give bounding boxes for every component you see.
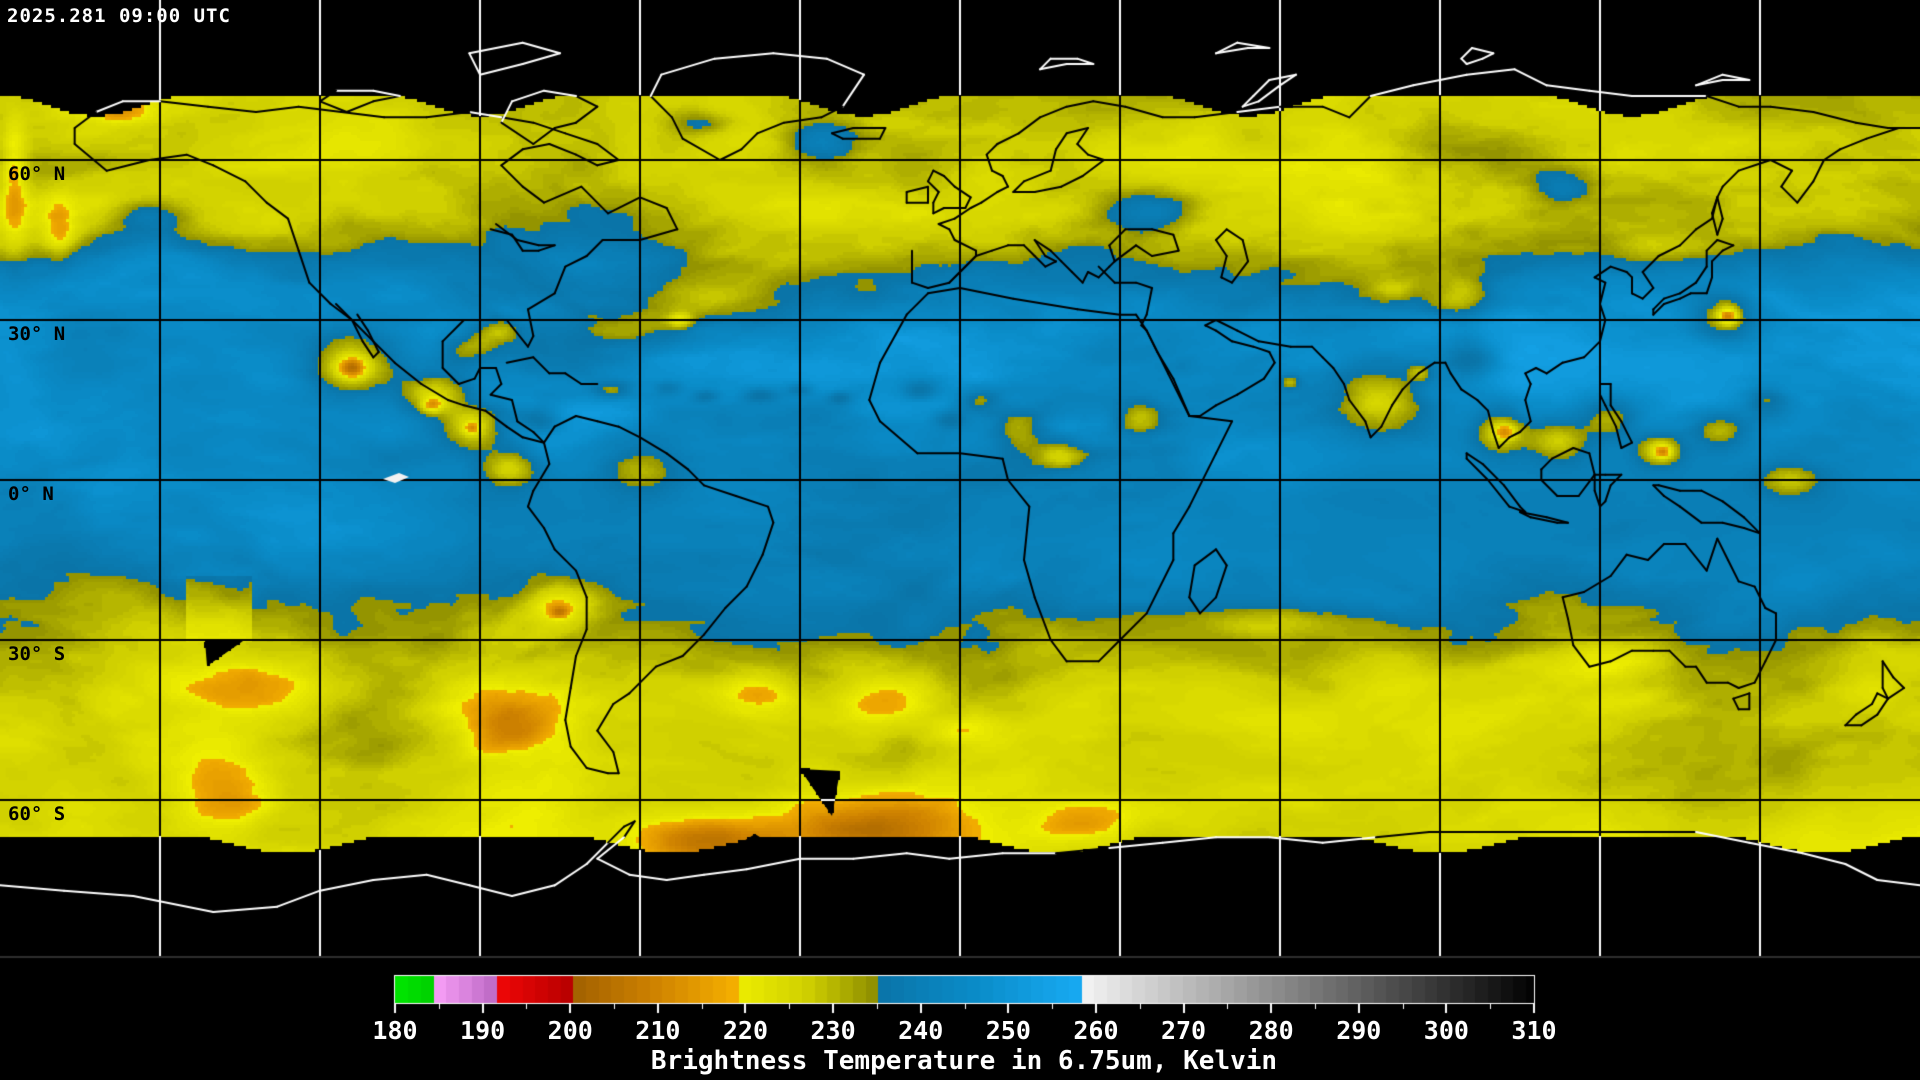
colorbar-tick-270: 270 [1160,1016,1207,1045]
colorbar-tick-290: 290 [1336,1016,1382,1045]
lat-label-60s: 60° S [8,803,66,825]
colorbar-tick-180: 180 [372,1016,418,1045]
lat-label-30n: 30° N [8,323,66,345]
colorbar-tick-190: 190 [460,1016,506,1045]
lat-label-30s: 30° S [8,643,66,665]
colorbar-tick-310: 310 [1511,1016,1557,1045]
colorbar-caption: Brightness Temperature in 6.75um, Kelvin [650,1046,1278,1076]
colorbar-tick-210: 210 [635,1016,681,1045]
colorbar-tick-260: 260 [1073,1016,1119,1045]
lat-label-60n: 60° N [8,163,66,185]
lat-label-0n: 0° N [8,483,54,505]
colorbar-gradient [380,970,1556,1016]
colorbar-tick-300: 300 [1423,1016,1469,1045]
colorbar-tick-250: 250 [985,1016,1031,1045]
colorbar-tick-220: 220 [722,1016,769,1045]
colorbar-tick-200: 200 [547,1016,593,1045]
colorbar-tick-280: 280 [1248,1016,1294,1045]
colorbar-tick-230: 230 [810,1016,856,1045]
colorbar-tick-240: 240 [898,1016,944,1045]
timestamp-label: 2025.281 09:00 UTC [7,5,231,27]
